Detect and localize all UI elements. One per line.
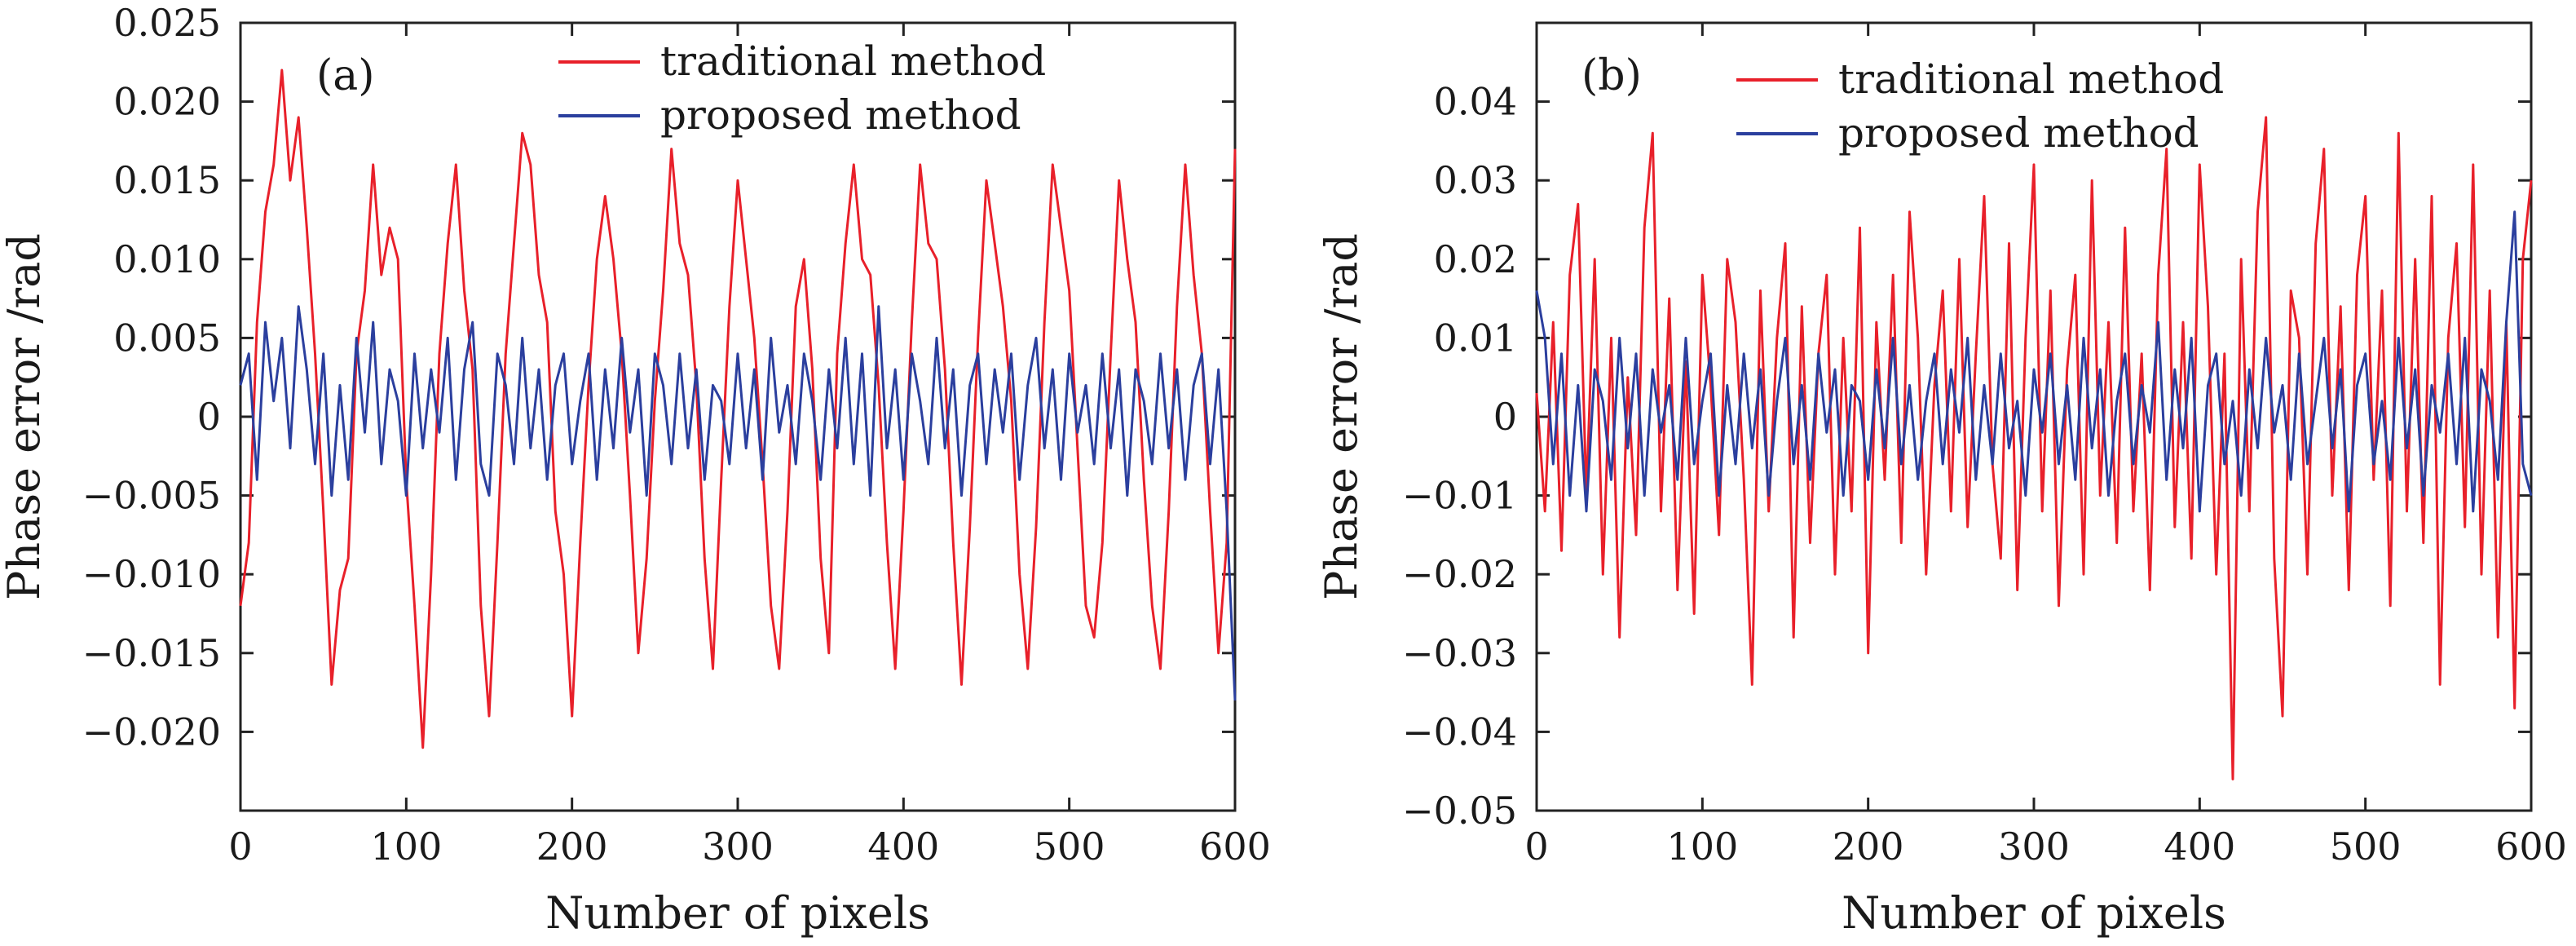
x-tick-label-a: 300	[702, 824, 774, 869]
x-tick-label-a: 600	[1199, 824, 1271, 869]
traditional-series-line-a	[239, 69, 1237, 749]
y-tick-label-a: −0.015	[82, 631, 221, 675]
x-tick-label-b: 400	[2164, 824, 2235, 869]
y-tick-label-b: 0.02	[1434, 237, 1517, 281]
x-tick-label-a: 0	[228, 824, 252, 869]
y-tick-label-b: 0.01	[1434, 316, 1517, 360]
x-tick-label-a: 400	[867, 824, 939, 869]
y-tick-label-a: −0.005	[82, 474, 221, 518]
y-tick-label-b: −0.01	[1402, 474, 1517, 518]
y-tick-label-a: 0	[197, 395, 221, 439]
tick-labels-a: 0 100 200 300 400 500 600 −0.020 −0.015 −0.010 −0.…	[82, 1, 1271, 869]
x-tick-label-b: 200	[1833, 824, 1904, 869]
y-tick-label-a: 0.010	[113, 237, 221, 281]
y-tick-label-b: −0.02	[1402, 552, 1517, 596]
panel-label-a: (a)	[316, 51, 375, 100]
y-axis-title-b: Phase error /rad	[1316, 233, 1367, 600]
y-tick-label-b: 0.04	[1434, 80, 1517, 124]
x-tick-label-a: 500	[1034, 824, 1105, 869]
x-tick-label-a: 100	[370, 824, 442, 869]
y-tick-label-b: −0.03	[1402, 631, 1517, 675]
series-lines-a	[239, 69, 1237, 749]
chart-panel-b: 0 100 200 300 400 500 600 −0.05 −0.04 −0.03 −0.02 −…	[1316, 21, 2567, 939]
legend-label-proposed-a: proposed method	[660, 91, 1021, 139]
proposed-series-line-b	[1535, 210, 2533, 513]
panel-label-b: (b)	[1581, 51, 1642, 100]
y-tick-label-a: 0.005	[113, 316, 221, 360]
x-tick-label-b: 100	[1666, 824, 1738, 869]
ticks-b	[1535, 23, 2533, 812]
plot-frame-a	[239, 21, 1237, 812]
y-tick-label-b: 0	[1493, 395, 1517, 439]
y-tick-label-b: 0.03	[1434, 158, 1517, 202]
legend-b: traditional method proposed method	[1736, 55, 2224, 157]
y-tick-label-b: −0.04	[1402, 710, 1517, 754]
y-tick-label-a: 0.020	[113, 80, 221, 124]
x-tick-label-b: 500	[2330, 824, 2402, 869]
proposed-series-line-a	[239, 305, 1237, 701]
y-tick-label-b: −0.05	[1402, 789, 1517, 833]
legend-label-proposed-b: proposed method	[1838, 109, 2199, 157]
legend-label-traditional-b: traditional method	[1838, 55, 2224, 103]
x-axis-title-b: Number of pixels	[1842, 887, 2226, 939]
y-tick-label-a: 0.015	[113, 158, 221, 202]
y-axis-title-a: Phase error /rad	[0, 233, 50, 600]
ticks-a	[239, 21, 1237, 811]
legend-label-traditional-a: traditional method	[660, 38, 1046, 85]
chart-panel-a: 0 100 200 300 400 500 600 −0.020 −0.015 −0.010 −0.…	[0, 1, 1271, 939]
y-tick-label-a: −0.010	[82, 552, 221, 596]
x-tick-label-b: 0	[1524, 824, 1548, 869]
x-tick-label-b: 600	[2495, 824, 2567, 869]
tick-labels-b: 0 100 200 300 400 500 600 −0.05 −0.04 −0.03 −0.02 −…	[1402, 80, 2567, 869]
y-tick-label-a: 0.025	[113, 1, 221, 45]
x-tick-label-a: 200	[536, 824, 608, 869]
y-tick-label-a: −0.020	[82, 710, 221, 754]
legend-a: traditional method proposed method	[558, 38, 1046, 139]
x-axis-title-a: Number of pixels	[545, 887, 930, 939]
x-tick-label-b: 300	[1998, 824, 2070, 869]
traditional-series-line-b	[1535, 116, 2533, 780]
series-lines-b	[1535, 116, 2533, 780]
